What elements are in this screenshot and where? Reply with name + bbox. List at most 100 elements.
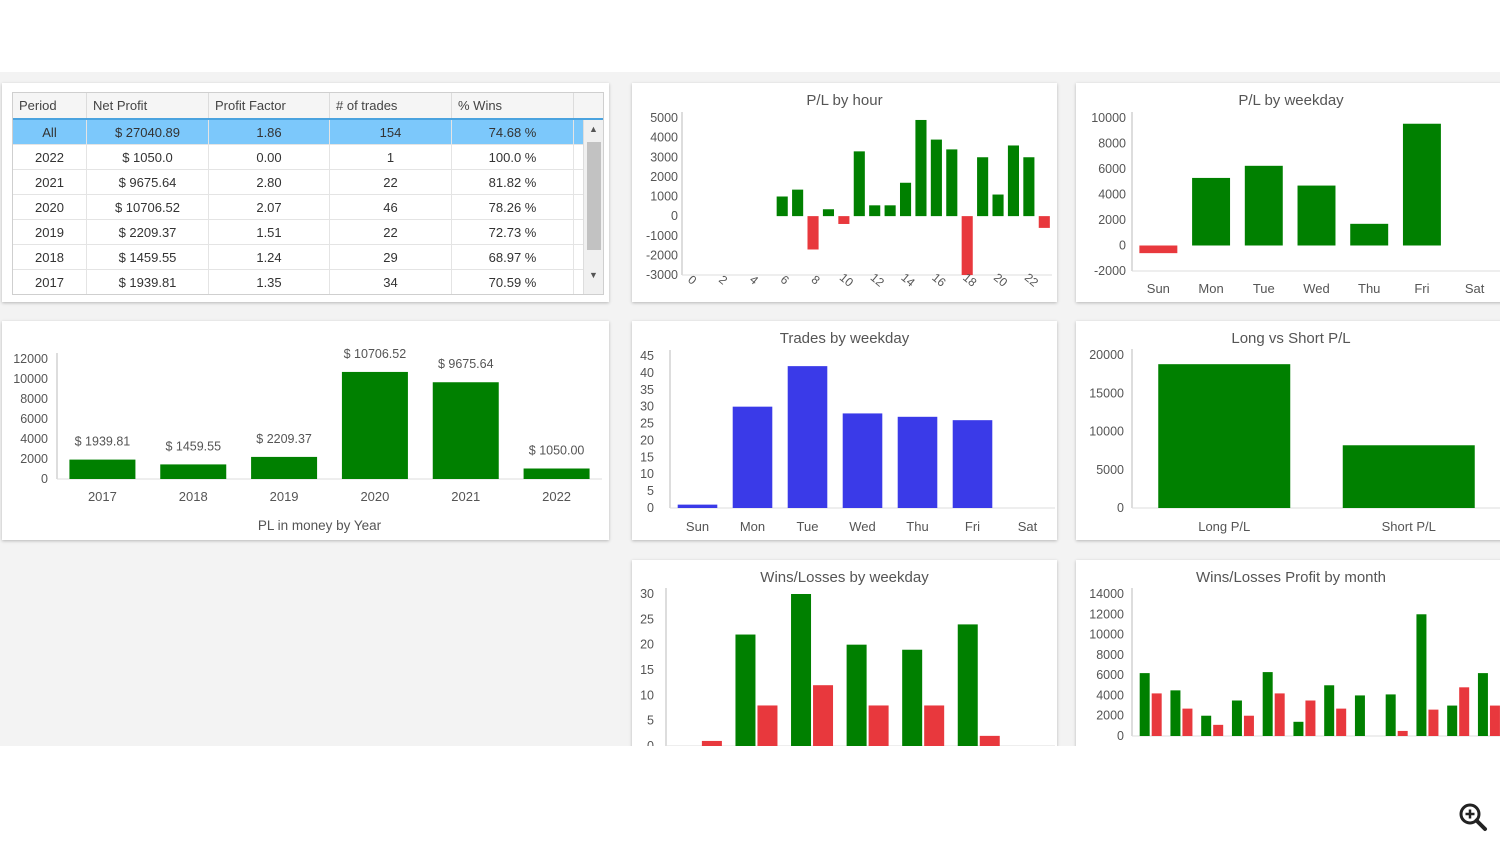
y-tick-label: 40 [640,366,654,380]
column-header-net-profit[interactable]: Net Profit [87,93,209,118]
cell-net-profit: $ 1459.55 [87,245,209,270]
table-row[interactable]: 2022 $ 1050.0 0.00 1 100.0 % [13,145,583,170]
bar [1158,364,1291,508]
table-row[interactable]: 2020 $ 10706.52 2.07 46 78.26 % [13,195,583,220]
y-tick-label: 6000 [1098,162,1126,176]
y-tick-label: 30 [640,587,654,601]
bar [952,420,993,508]
scrollbar-thumb[interactable] [587,142,601,250]
y-tick-label: 0 [1117,729,1124,743]
long-vs-short-chart: Long vs Short P/L 20000 15000 10000 5000 0 Lon… [1089,330,1500,534]
chart-title: Wins/Losses Profit by month [1196,569,1386,586]
bar [69,459,136,479]
column-header-period[interactable]: Period [13,93,87,118]
bar [1428,709,1439,736]
bar [869,205,881,217]
bar [1350,223,1389,246]
column-header-wins[interactable]: % Wins [452,93,574,118]
x-tick-label: 10 [837,270,856,290]
stats-table-panel: Period Net Profit Profit Factor # of tra… [2,83,609,302]
chart-title: Wins/Losses by weekday [760,569,929,586]
y-tick-label: 2000 [20,452,48,466]
cell-trades: 46 [330,195,452,220]
bar [957,624,978,746]
x-axis-title: PL in money by Year [258,518,382,533]
y-tick-label: 6000 [1096,668,1124,682]
bar [792,189,804,217]
cell-net-profit: $ 2209.37 [87,220,209,245]
bar-value-label: $ 9675.64 [438,357,494,371]
cell-period: All [13,120,87,145]
y-tick-label: 35 [640,383,654,397]
wins-losses-profit-by-month-panel: Wins/Losses Profit by month 14000 12000 100… [1076,560,1500,746]
bar [251,456,318,479]
x-tick-label: 14 [898,270,917,290]
x-tick-label: 12 [868,270,887,290]
bar [791,594,812,746]
bar-value-label: $ 2209.37 [256,432,312,446]
bar [924,705,945,746]
long-vs-short-panel: Long vs Short P/L 20000 15000 10000 5000 0 Lon… [1076,321,1500,540]
table-scrollbar[interactable]: ▲ ▼ [583,120,603,294]
y-tick-label: 10000 [1089,628,1124,642]
y-tick-label: 5 [647,484,654,498]
bar-value-label: $ 10706.52 [344,347,407,361]
y-tick-label: 20 [640,433,654,447]
bar-value-label: $ 1050.00 [529,444,585,458]
table-row[interactable]: 2019 $ 2209.37 1.51 22 72.73 % [13,220,583,245]
chart-title: Long vs Short P/L [1231,330,1350,347]
table-row[interactable]: 2018 $ 1459.55 1.24 29 68.97 % [13,245,583,270]
x-tick-label: 22 [1022,270,1041,290]
bar [677,504,718,508]
bar [1139,245,1178,254]
y-tick-label: 45 [640,349,654,363]
table-row[interactable]: 2017 $ 1939.81 1.35 34 70.59 % [13,270,583,294]
bar [1038,216,1050,228]
cell-wins: 68.97 % [452,245,574,270]
y-tick-label: 10 [640,688,654,702]
cell-period: 2020 [13,195,87,220]
pl-by-hour-panel: P/L by hour 5000 4000 3000 2000 1000 0 -1000 -20… [632,83,1057,302]
bar [1243,715,1254,736]
y-tick-label: 25 [640,417,654,431]
cell-trades: 34 [330,270,452,294]
bar [1305,700,1316,736]
cell-profit-factor: 2.07 [209,195,330,220]
y-tick-label: 2000 [1096,709,1124,723]
y-tick-label: 5000 [1096,463,1124,477]
bar [946,149,958,217]
pl-by-weekday-chart: P/L by weekday 10000 8000 6000 4000 2000 0 -200… [1091,92,1500,296]
stats-table: Period Net Profit Profit Factor # of tra… [12,92,604,295]
chart-title: P/L by hour [806,92,882,109]
scroll-down-icon[interactable]: ▼ [589,270,598,280]
bar [813,685,834,746]
y-tick-label: 0 [41,472,48,486]
x-tick-label: Fri [1414,281,1429,296]
bar [1262,672,1273,736]
column-header-profit-factor[interactable]: Profit Factor [209,93,330,118]
cell-wins: 70.59 % [452,270,574,294]
cell-trades: 22 [330,220,452,245]
cell-wins: 74.68 % [452,120,574,145]
bar [1342,445,1475,508]
bar [1336,708,1347,736]
bar [1007,145,1020,217]
x-tick-label: 2022 [542,489,571,504]
bar [915,119,927,217]
y-tick-label: 0 [647,501,654,515]
bar [1192,177,1231,246]
bar [1231,700,1242,736]
zoom-in-icon[interactable] [1458,802,1488,832]
y-tick-label: 12000 [13,352,48,366]
scroll-up-icon[interactable]: ▲ [589,124,598,134]
bar [807,216,819,250]
bar [1489,705,1500,736]
column-header-trades[interactable]: # of trades [330,93,452,118]
table-header: Period Net Profit Profit Factor # of tra… [13,93,603,120]
x-tick-label: Long P/L [1198,519,1250,534]
table-row[interactable]: 2021 $ 9675.64 2.80 22 81.82 % [13,170,583,195]
cell-profit-factor: 1.51 [209,220,330,245]
x-tick-label: 2017 [88,489,117,504]
table-row[interactable]: All $ 27040.89 1.86 154 74.68 % [13,120,583,145]
cell-period: 2019 [13,220,87,245]
